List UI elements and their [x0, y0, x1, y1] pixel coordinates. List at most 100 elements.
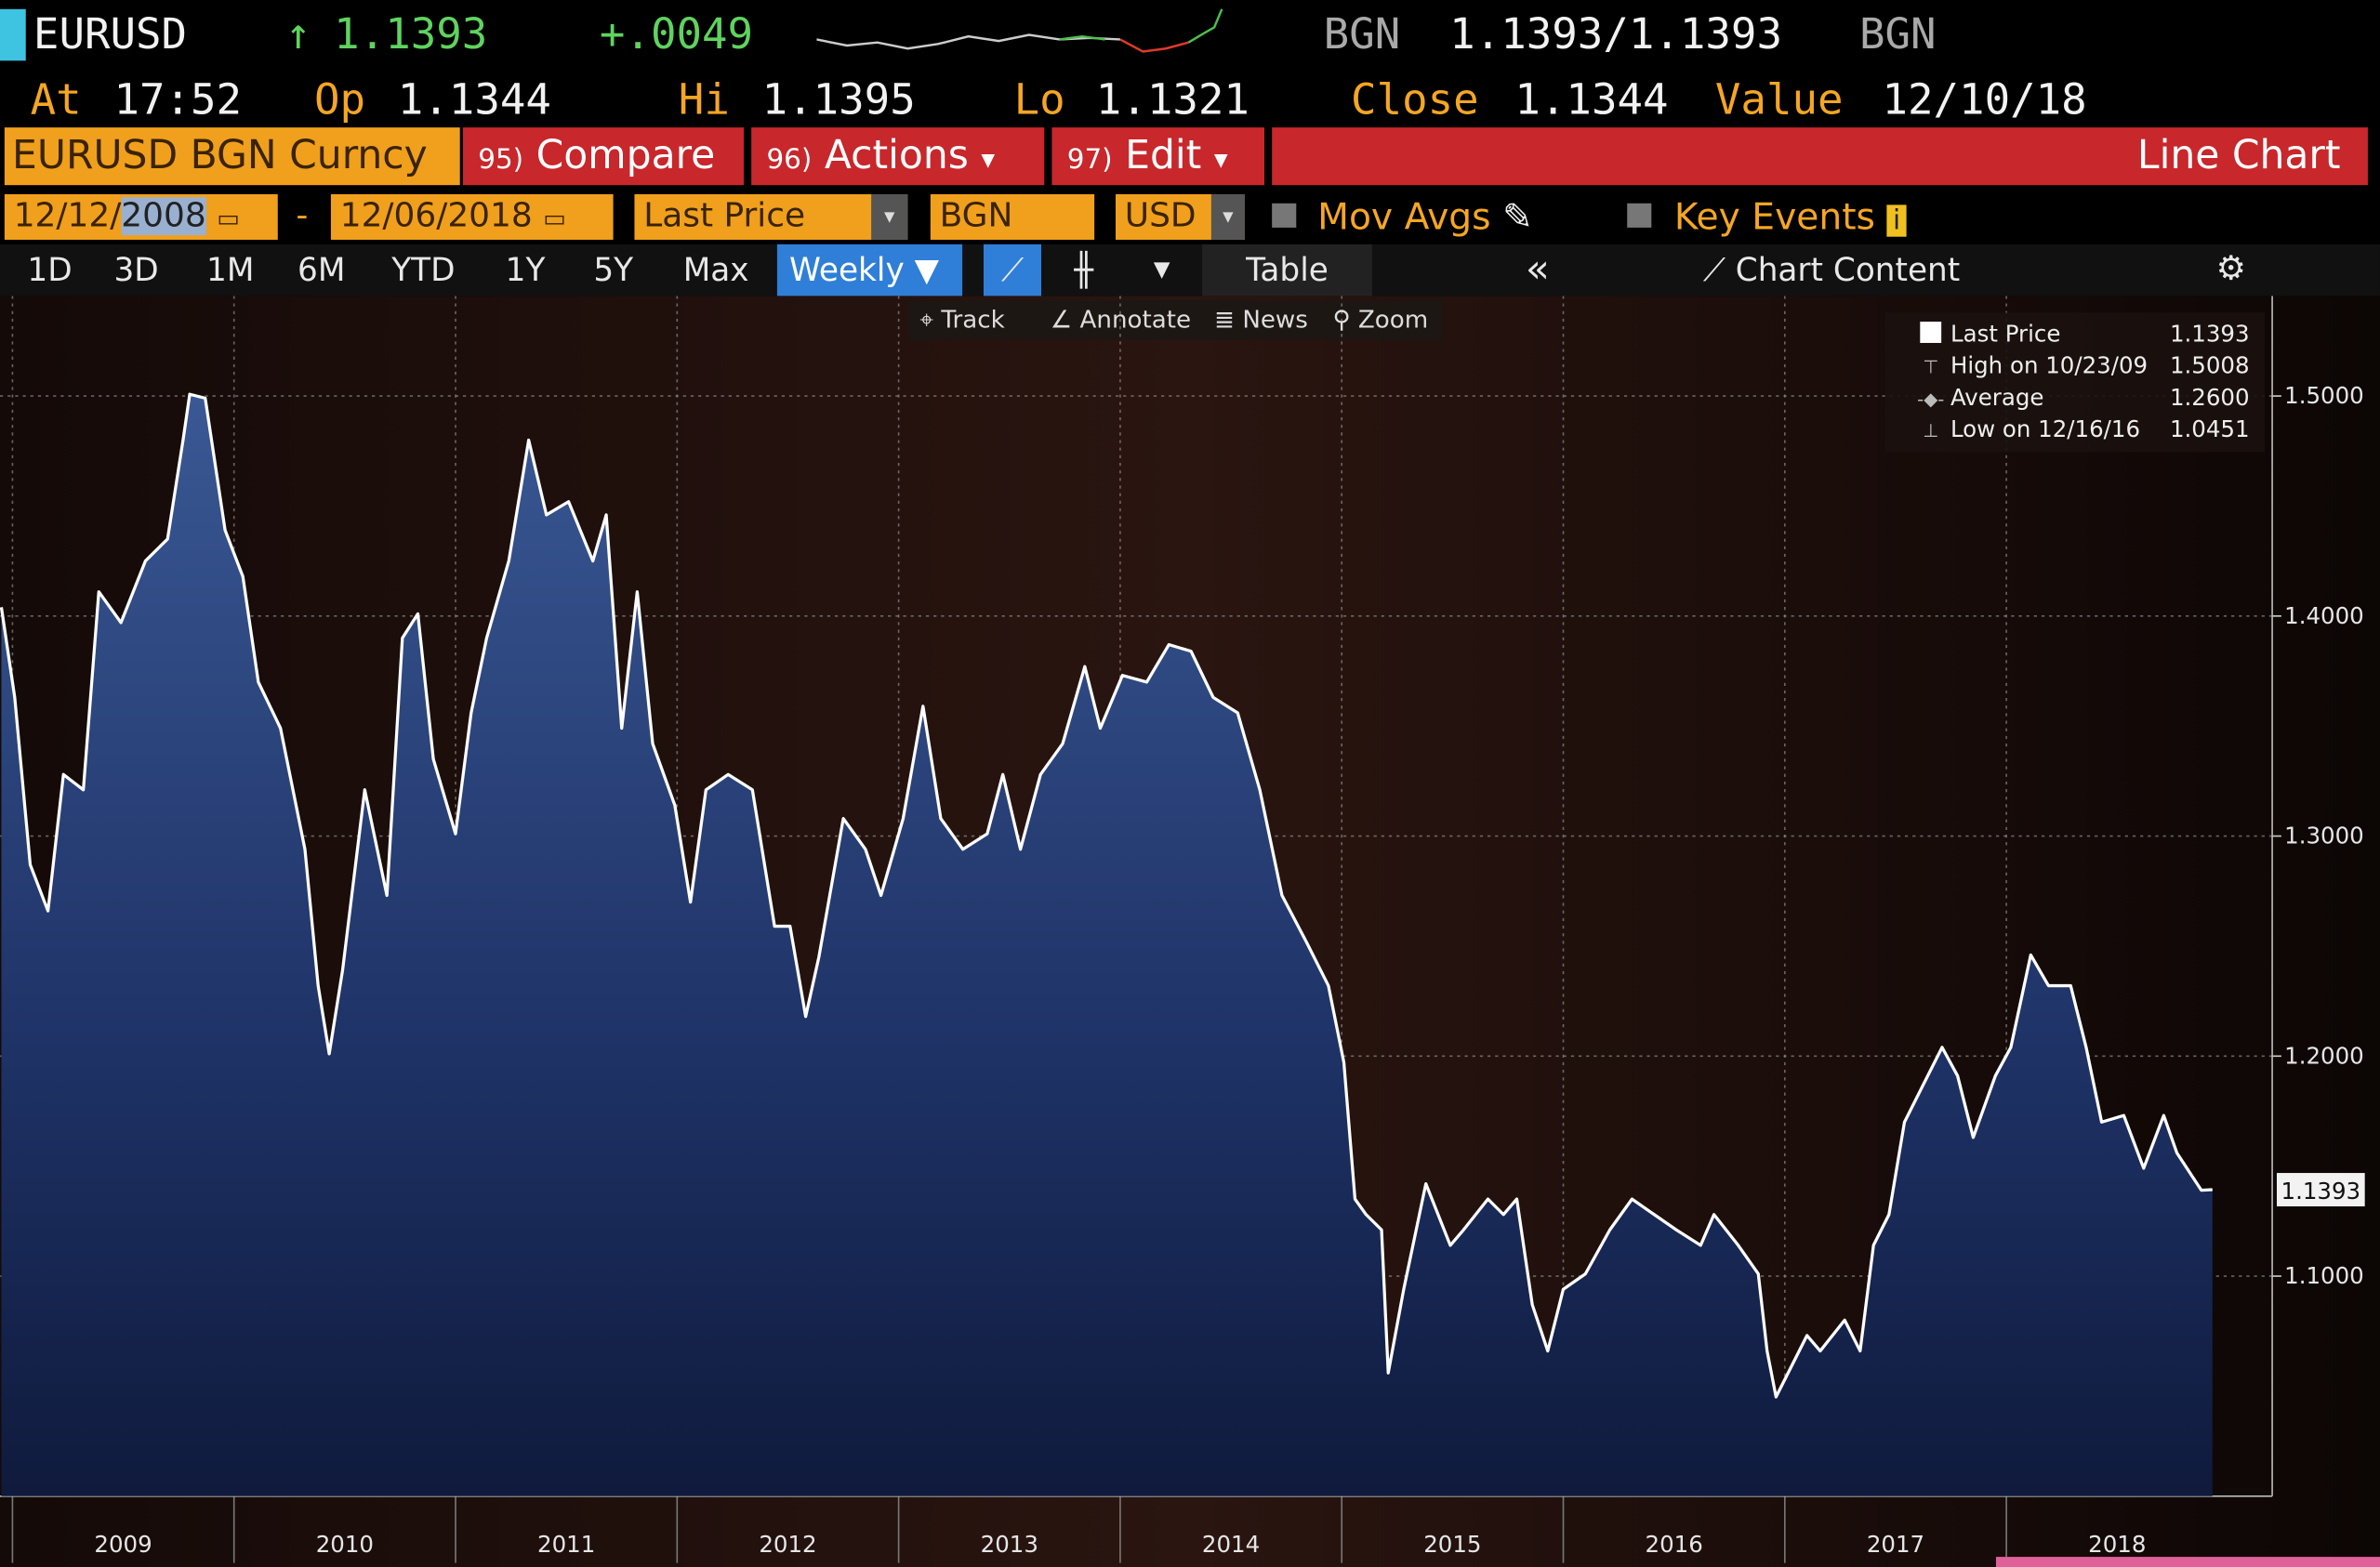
info-icon: i	[1886, 204, 1907, 237]
end-date[interactable]: 12/06/2018 ▭	[330, 193, 614, 240]
last-price-label: 1.1393	[2281, 1178, 2361, 1205]
y-tick-label: 1.3000	[2284, 823, 2364, 849]
source-select[interactable]: BGN	[930, 193, 1095, 240]
period[interactable]: 1D	[27, 252, 73, 289]
period[interactable]: Max	[682, 252, 749, 289]
caret: ▾	[871, 193, 908, 240]
chart-content[interactable]: ⟋ Chart Content	[1703, 244, 1960, 296]
field-label: Lo	[1013, 73, 1065, 125]
period[interactable]: 3D	[113, 252, 159, 289]
spark-up	[1059, 34, 1105, 41]
period[interactable]: YTD	[391, 252, 456, 289]
button-number: 95)	[478, 144, 524, 177]
field-value: 1.1395	[761, 73, 916, 125]
calendar-icon: ▭	[217, 203, 240, 232]
tool-label: Annotate	[1079, 305, 1192, 335]
legend-icon: ⊥	[1923, 420, 1938, 441]
x-tick-label: 2009	[94, 1531, 152, 1558]
tool-label: Track	[941, 305, 1005, 335]
pencil-icon: ✎	[1502, 195, 1533, 239]
legend-value: 1.2600	[2170, 384, 2250, 411]
currency-text: USD	[1124, 197, 1197, 236]
source: BGN	[1323, 8, 1401, 59]
chart: 1.1000 1.2000 1.3000 1.4000 1.5000 2009 2010 20…	[0, 296, 2380, 1567]
toolbar-bg	[907, 300, 1443, 340]
period[interactable]: 6M	[297, 252, 346, 289]
area	[1, 394, 2213, 1496]
field-value: 17:52	[113, 73, 243, 125]
key-events[interactable]: Key Events i	[1674, 194, 1907, 244]
legend-label: Average	[1950, 384, 2043, 411]
y-tick-label: 1.1000	[2284, 1262, 2364, 1289]
marker	[0, 8, 26, 61]
caret: ▾	[1210, 193, 1245, 240]
tool-label: News	[1242, 305, 1308, 335]
x-tick-label: 2010	[316, 1531, 374, 1558]
view-title: Line Chart	[2136, 133, 2341, 179]
legend-swatch	[1920, 322, 1942, 343]
change: +.0049	[599, 8, 754, 59]
security[interactable]: EURUSD BGN Curncy	[4, 127, 460, 186]
currency-select[interactable]: USD ▾	[1115, 193, 1245, 240]
caret[interactable]: ▼	[1153, 257, 1170, 283]
news[interactable]: ≣ News	[1214, 305, 1308, 335]
field-value: 12/10/18	[1882, 73, 2087, 125]
period-bar	[0, 244, 2380, 296]
legend-value: 1.0451	[2170, 415, 2250, 442]
legend-label: High on 10/23/09	[1950, 352, 2148, 379]
field-select-text: Last Price	[643, 197, 806, 236]
settings[interactable]: ⚙	[2215, 250, 2246, 289]
calendar-icon: ▭	[543, 203, 566, 232]
checkbox[interactable]	[1627, 203, 1652, 228]
button-number: 97)	[1066, 144, 1113, 177]
field-value: 1.1321	[1095, 73, 1250, 125]
tool-label: Zoom	[1357, 305, 1429, 335]
field-value: 1.1344	[397, 73, 551, 125]
button-label: Compare	[536, 133, 716, 179]
checkbox[interactable]	[1272, 203, 1297, 228]
x-tick-label: 2012	[759, 1531, 816, 1558]
period[interactable]: 1M	[206, 252, 255, 289]
spark-down	[1119, 38, 1189, 53]
view-bar: Line Chart	[1272, 127, 2368, 186]
field-label: Value	[1714, 73, 1844, 125]
frequency-label: Weekly	[788, 252, 905, 289]
y-tick-label: 1.2000	[2284, 1042, 2364, 1069]
caret: ▾	[1213, 144, 1228, 177]
start-date[interactable]: 12/12/2008 ▭	[4, 193, 278, 240]
zoom[interactable]: ⚲ Zoom	[1332, 305, 1429, 335]
legend-value: 1.5008	[2170, 352, 2250, 379]
field-label: Op	[313, 73, 366, 125]
annotate[interactable]: ∠ Annotate	[1050, 305, 1192, 335]
y-tick-label: 1.5000	[2284, 382, 2364, 409]
x-tick-label: 2018	[2088, 1531, 2146, 1558]
line-icon[interactable]: ⟋	[983, 244, 1041, 296]
field-select[interactable]: Last Price ▾	[634, 193, 908, 240]
track[interactable]: ⌖ Track	[919, 305, 1005, 335]
button-number: 96)	[766, 144, 813, 177]
spark-up	[1187, 8, 1223, 44]
mov-avgs-label: Mov Avgs	[1317, 195, 1491, 239]
frequency[interactable]: Weekly ▼	[776, 244, 963, 296]
period[interactable]: 5Y	[593, 252, 634, 289]
status-strip	[1995, 1557, 2380, 1567]
compare-button[interactable]: 95) Compare	[462, 127, 744, 186]
legend-box	[1884, 312, 2265, 453]
mov-avgs[interactable]: Mov Avgs ✎	[1317, 194, 1533, 240]
bid-ask: 1.1393/1.1393	[1449, 8, 1782, 59]
button-label: Edit	[1125, 133, 1202, 179]
chart-content-label: Chart Content	[1735, 252, 1961, 289]
caret: ▾	[981, 144, 996, 177]
x-tick-label: 2013	[981, 1531, 1038, 1558]
table-button[interactable]: Table	[1202, 244, 1372, 296]
edit-button[interactable]: 97) Edit ▾	[1051, 127, 1264, 186]
sparkline	[816, 8, 1223, 53]
x-tick-label: 2017	[1867, 1531, 1924, 1558]
bar-icon[interactable]: ╫	[1074, 252, 1094, 289]
period[interactable]: 1Y	[505, 252, 546, 289]
collapse[interactable]: «	[1525, 247, 1550, 294]
actions-button[interactable]: 96) Actions ▾	[751, 127, 1045, 186]
source: BGN	[1858, 8, 1937, 59]
arrow: ↑	[284, 8, 311, 59]
